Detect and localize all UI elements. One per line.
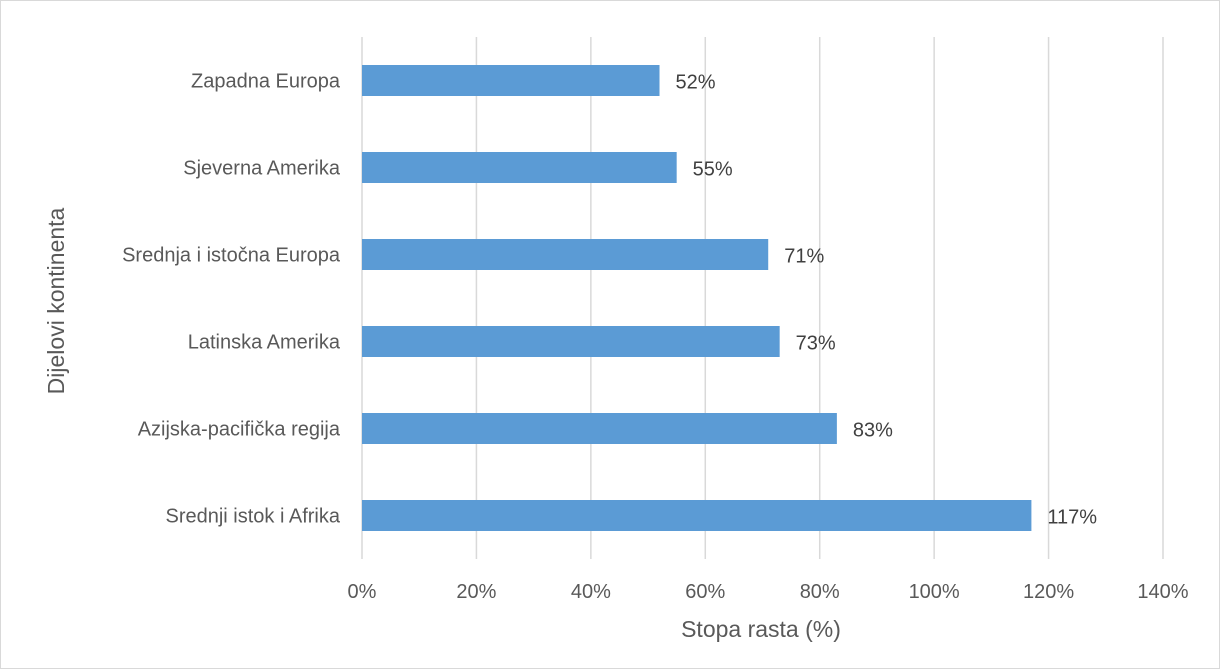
- bar: [362, 65, 660, 96]
- data-label: 117%: [1047, 507, 1097, 529]
- y-axis-title: Dijelovi kontinenta: [43, 207, 69, 394]
- bars: [362, 65, 1032, 531]
- gridlines: [361, 37, 1164, 559]
- x-tick-label: 120%: [1023, 581, 1074, 603]
- bar: [362, 152, 677, 183]
- x-tick-label: 20%: [456, 581, 496, 603]
- bar: [362, 239, 769, 270]
- category-label: Latinska Amerika: [188, 332, 341, 354]
- bar: [362, 326, 780, 357]
- data-label: 52%: [676, 72, 716, 94]
- x-tick-label: 0%: [348, 581, 377, 603]
- x-tick-label: 80%: [800, 581, 840, 603]
- x-tick-label: 60%: [685, 581, 725, 603]
- x-tick-label: 40%: [571, 581, 611, 603]
- category-label: Sjeverna Amerika: [183, 158, 341, 180]
- data-label: 73%: [796, 333, 836, 355]
- labels: 0% 20% 40% 60% 80% 100% 120% 140% Zapadna Europa…: [122, 71, 1189, 604]
- bar: [362, 500, 1032, 531]
- data-label: 55%: [693, 159, 733, 181]
- category-label: Srednja i istočna Europa: [122, 245, 341, 267]
- x-axis-title: Stopa rasta (%): [681, 616, 841, 642]
- data-label: 83%: [853, 420, 893, 442]
- data-label: 71%: [784, 246, 824, 268]
- x-tick-label: 140%: [1137, 581, 1188, 603]
- x-tick-label: 100%: [909, 581, 960, 603]
- category-label: Srednji istok i Afrika: [165, 506, 340, 528]
- bar: [362, 413, 837, 444]
- category-label: Zapadna Europa: [191, 71, 341, 93]
- category-label: Azijska-pacifička regija: [138, 419, 341, 441]
